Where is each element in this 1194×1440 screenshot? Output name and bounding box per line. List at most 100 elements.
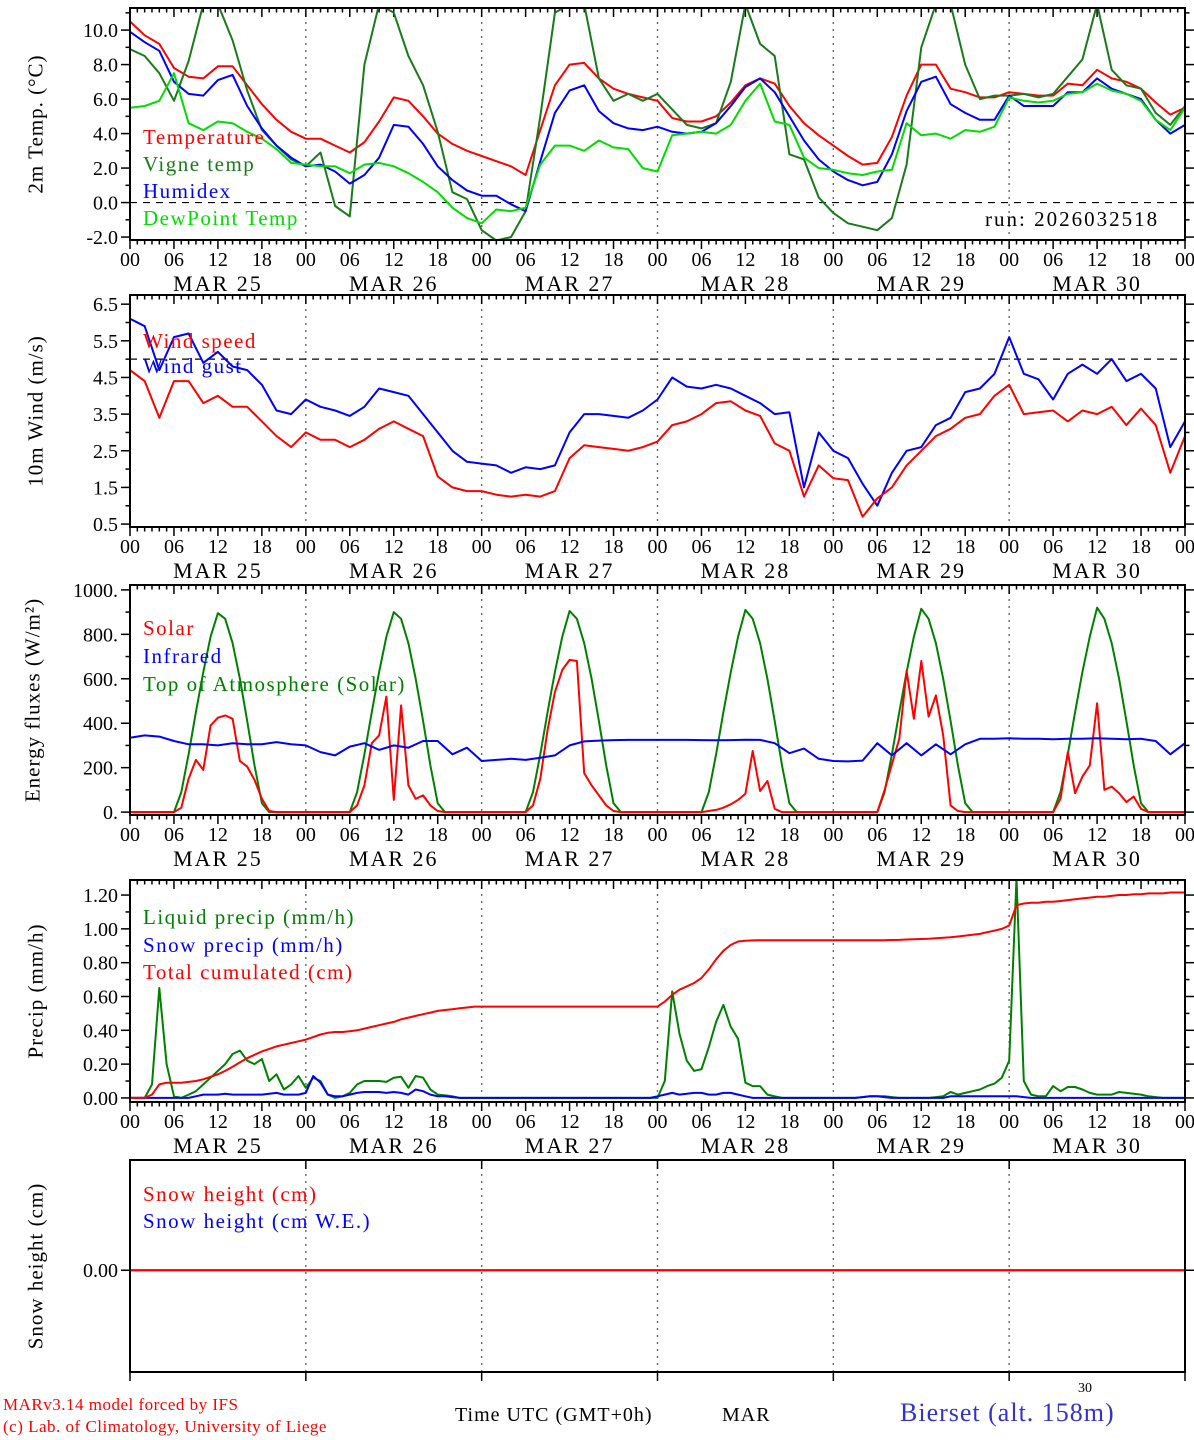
- svg-text:00: 00: [120, 1111, 140, 1133]
- svg-text:18: 18: [428, 824, 448, 846]
- svg-text:06: 06: [1043, 1111, 1063, 1133]
- svg-text:0.0: 0.0: [93, 193, 118, 215]
- svg-text:2.0: 2.0: [93, 158, 118, 180]
- svg-text:00: 00: [999, 536, 1019, 558]
- svg-text:06: 06: [867, 1111, 887, 1133]
- svg-text:18: 18: [955, 536, 975, 558]
- svg-text:00: 00: [823, 249, 843, 271]
- svg-text:200.: 200.: [83, 758, 118, 780]
- series-temperature: [130, 20, 1185, 176]
- svg-text:0.5: 0.5: [93, 514, 118, 536]
- legend-snow-precip: Snow precip (mm/h): [143, 933, 344, 957]
- svg-text:18: 18: [604, 536, 624, 558]
- month-label: MAR: [722, 1404, 771, 1426]
- svg-text:00: 00: [1175, 1111, 1194, 1133]
- svg-text:06: 06: [516, 1111, 536, 1133]
- panel-temp: -2.0 0.0 2.0 4.0 6.0 8.0 10.0 00 06 12 18 00 06 12 18 0…: [83, 7, 1194, 296]
- svg-text:MAR 27: MAR 27: [525, 1133, 615, 1158]
- svg-text:00: 00: [1175, 249, 1194, 271]
- svg-text:12: 12: [911, 824, 931, 846]
- series-wind-gust: [130, 317, 1185, 507]
- svg-text:00: 00: [296, 1111, 316, 1133]
- svg-text:00: 00: [120, 536, 140, 558]
- svg-text:MAR 30: MAR 30: [1052, 271, 1142, 296]
- legend-total-cumulated: Total cumulated (cm): [143, 960, 354, 984]
- legend-liquid-precip: Liquid precip (mm/h): [143, 905, 355, 929]
- svg-text:12: 12: [1087, 824, 1107, 846]
- svg-text:06: 06: [867, 536, 887, 558]
- svg-text:6.5: 6.5: [93, 294, 118, 316]
- series-liquid-precip: [130, 880, 1185, 1099]
- svg-text:600.: 600.: [83, 669, 118, 691]
- legend-infrared: Infrared: [143, 644, 223, 668]
- svg-text:06: 06: [867, 824, 887, 846]
- svg-text:0.20: 0.20: [83, 1054, 118, 1076]
- svg-text:12: 12: [208, 1111, 228, 1133]
- legend-vigne-temp: Vigne temp: [143, 152, 256, 176]
- series-solar: [130, 658, 1185, 814]
- series-wind-speed: [130, 369, 1185, 518]
- svg-text:18: 18: [779, 824, 799, 846]
- svg-text:06: 06: [516, 536, 536, 558]
- svg-text:18: 18: [779, 249, 799, 271]
- svg-text:MAR 26: MAR 26: [349, 846, 439, 871]
- svg-text:00: 00: [823, 824, 843, 846]
- svg-text:06: 06: [691, 249, 711, 271]
- station-label: Bierset (alt. 158m): [900, 1398, 1115, 1427]
- svg-text:18: 18: [955, 824, 975, 846]
- legend-humidex: Humidex: [143, 179, 232, 203]
- legend-wind-speed: Wind speed: [143, 329, 257, 353]
- svg-text:00: 00: [823, 536, 843, 558]
- series-dewpoint-temp: [130, 72, 1185, 225]
- legend-dewpoint-temp: DewPoint Temp: [143, 206, 299, 230]
- credit-line-2: (c) Lab. of Climatology, University of L…: [3, 1417, 327, 1436]
- svg-text:18: 18: [252, 249, 272, 271]
- svg-text:12: 12: [911, 249, 931, 271]
- svg-text:00: 00: [296, 536, 316, 558]
- svg-text:00: 00: [1175, 536, 1194, 558]
- svg-text:-2.0: -2.0: [86, 227, 118, 249]
- y-axis-label-temp: 2m Temp. (°C): [23, 54, 48, 194]
- panel-precip: 0.00 0.20 0.40 0.60 0.80 1.00 1.20 00 06 12 18 00 06…: [83, 879, 1194, 1158]
- run-label: run: 2026032518: [985, 207, 1160, 231]
- svg-text:12: 12: [560, 536, 580, 558]
- svg-text:800.: 800.: [83, 624, 118, 646]
- svg-text:12: 12: [735, 824, 755, 846]
- svg-text:12: 12: [911, 1111, 931, 1133]
- legend-solar: Solar: [143, 616, 195, 640]
- series-total-cumulated: [130, 891, 1185, 1099]
- svg-text:06: 06: [164, 249, 184, 271]
- svg-text:MAR 25: MAR 25: [173, 846, 263, 871]
- svg-text:0.60: 0.60: [83, 986, 118, 1008]
- svg-text:00: 00: [120, 249, 140, 271]
- series-infrared: [130, 734, 1185, 763]
- svg-text:4.0: 4.0: [93, 124, 118, 146]
- legend-toa-solar: Top of Atmosphere (Solar): [143, 672, 406, 696]
- svg-text:00: 00: [472, 1111, 492, 1133]
- svg-text:00: 00: [296, 249, 316, 271]
- legend-snow-height-we: Snow height (cm W.E.): [143, 1209, 372, 1233]
- y-axis-label-precip: Precip (mm/h): [23, 923, 48, 1059]
- svg-text:06: 06: [164, 1111, 184, 1133]
- svg-text:10.0: 10.0: [83, 20, 118, 42]
- svg-text:06: 06: [340, 536, 360, 558]
- svg-text:18: 18: [252, 536, 272, 558]
- svg-text:MAR 26: MAR 26: [349, 271, 439, 296]
- svg-text:2.5: 2.5: [93, 441, 118, 463]
- svg-text:12: 12: [384, 249, 404, 271]
- svg-text:18: 18: [428, 536, 448, 558]
- svg-text:00: 00: [472, 249, 492, 271]
- svg-text:00: 00: [999, 1111, 1019, 1133]
- svg-text:00: 00: [999, 249, 1019, 271]
- svg-text:06: 06: [1043, 824, 1063, 846]
- svg-text:6.0: 6.0: [93, 89, 118, 111]
- y-axis-label-wind: 10m Wind (m/s): [23, 335, 48, 487]
- svg-text:1000.: 1000.: [73, 580, 118, 602]
- svg-text:06: 06: [516, 249, 536, 271]
- time-axis-label: Time UTC (GMT+0h): [455, 1404, 653, 1426]
- svg-text:18: 18: [955, 249, 975, 271]
- svg-text:18: 18: [428, 1111, 448, 1133]
- svg-text:00: 00: [472, 536, 492, 558]
- stray-tick-label: 30: [1078, 1381, 1092, 1396]
- svg-text:12: 12: [208, 824, 228, 846]
